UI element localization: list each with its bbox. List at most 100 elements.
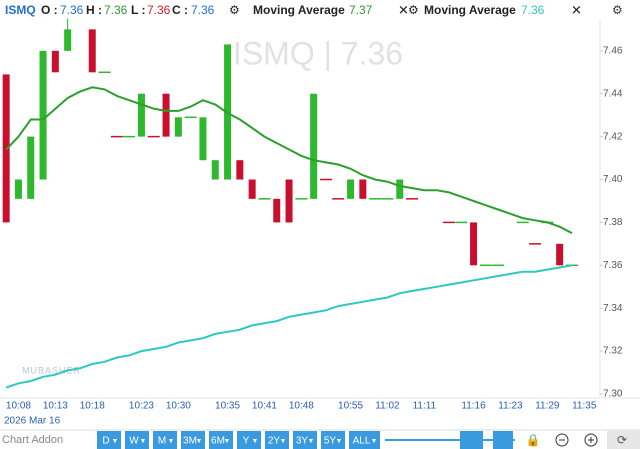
x-tick-label: 11:35 [572,401,597,412]
x-tick-label: 11:29 [535,401,560,412]
x-tick-label: 11:23 [498,401,523,412]
legend-name: Moving Average [253,3,345,17]
range-label: D [102,436,109,447]
candle-body [470,222,478,266]
candle-body [396,179,404,199]
ohlc-value: 7.36 [147,3,171,17]
dropdown-icon: ▼ [168,438,175,445]
candle-body [273,198,281,223]
candle-body [236,160,244,180]
range-label: M [158,436,166,447]
x-tick-label: 10:08 [6,401,31,412]
candle-body [51,50,59,73]
candle-body [310,93,318,199]
x-tick-label: 10:18 [80,401,105,412]
range-label: 3Y [296,436,309,447]
moving-average-line [5,264,573,389]
x-tick-label: 11:11 [413,401,437,412]
range-button[interactable] [125,431,149,449]
y-tick-label: 7.34 [603,303,623,314]
range-label: ALL [353,436,371,447]
x-tick-label: 10:13 [43,401,68,412]
slider-handle[interactable] [493,431,513,449]
range-button[interactable] [265,431,289,449]
legend-value: 7.36 [521,3,545,17]
range-button[interactable] [293,431,317,449]
range-label: 2Y [268,436,281,447]
range-button[interactable] [349,431,380,449]
dropdown-icon: ▼ [308,438,315,445]
ohlc-label: L : [131,3,145,17]
candle-body [27,136,35,199]
settings-icon[interactable]: ⚙ [408,3,419,17]
zoom-in[interactable] [584,433,598,447]
settings-icon[interactable]: ⚙ [612,3,623,17]
x-tick-label: 10:35 [215,401,240,412]
settings-icon[interactable]: ⚙ [229,3,240,17]
x-tick-label: 11:16 [461,401,486,412]
dropdown-icon: ▼ [252,438,259,445]
x-tick-label: 10:55 [338,401,363,412]
dropdown-icon: ▼ [336,438,343,445]
legend-name: Moving Average [424,3,516,17]
y-tick-label: 7.46 [603,45,623,56]
candle-body [14,179,22,199]
date-label: 2026 Mar 16 [4,416,61,427]
x-tick-label: 10:48 [289,401,314,412]
remove-icon[interactable]: ✕ [571,2,582,17]
ohlc-label: C : [172,3,188,17]
candle-body [174,117,182,137]
watermark: ISMQ | 7.36 [233,35,403,71]
ohlc-value: 7.36 [60,3,84,17]
y-tick-label: 7.42 [603,131,623,142]
candle-body [88,29,96,73]
x-tick-label: 10:41 [252,401,277,412]
range-label: Y [243,436,250,447]
dropdown-icon: ▼ [196,438,203,445]
refresh-icon: ⟳ [617,433,627,447]
candle-body [64,29,72,51]
y-tick-label: 7.40 [603,174,623,185]
dropdown-icon: ▼ [112,438,119,445]
candle-body [285,179,293,223]
x-tick-label: 10:23 [129,401,154,412]
dropdown-icon: ▼ [371,438,378,445]
candle-body [162,93,170,137]
y-tick-label: 7.32 [603,346,623,357]
range-label: 6M [211,436,225,447]
dropdown-icon: ▼ [280,438,287,445]
range-label: 3M [183,436,197,447]
candle-body [137,93,145,137]
y-tick-label: 7.44 [603,88,623,99]
refresh-button[interactable] [607,431,640,449]
dropdown-icon: ▼ [224,438,231,445]
moving-average-line [5,86,573,234]
range-button[interactable] [181,431,205,449]
remove-icon[interactable]: ✕ [398,2,409,17]
candle-body [248,179,256,199]
range-label: 5Y [324,436,337,447]
candle-body [39,50,47,180]
zoom-out[interactable] [555,433,569,447]
lock-icon[interactable]: 🔒 [526,433,541,447]
range-button[interactable] [153,431,177,449]
candle-body [211,160,219,180]
y-tick-label: 7.36 [603,260,623,271]
range-button[interactable] [237,431,261,449]
legend-value: 7.37 [349,3,373,17]
range-button[interactable] [97,431,121,449]
symbol: ISMQ [5,3,36,17]
ohlc-label: O : [41,3,58,17]
addon-label[interactable]: Chart Addon [2,434,63,446]
range-button[interactable] [209,431,233,449]
logo: MUBASHER [22,365,81,375]
ohlc-value: 7.36 [191,3,215,17]
ohlc-label: H : [86,3,102,17]
y-tick-label: 7.38 [603,217,623,228]
candle-body [556,243,564,266]
candle-body [347,179,355,199]
slider-handle[interactable] [460,431,483,449]
range-button[interactable] [321,431,345,449]
